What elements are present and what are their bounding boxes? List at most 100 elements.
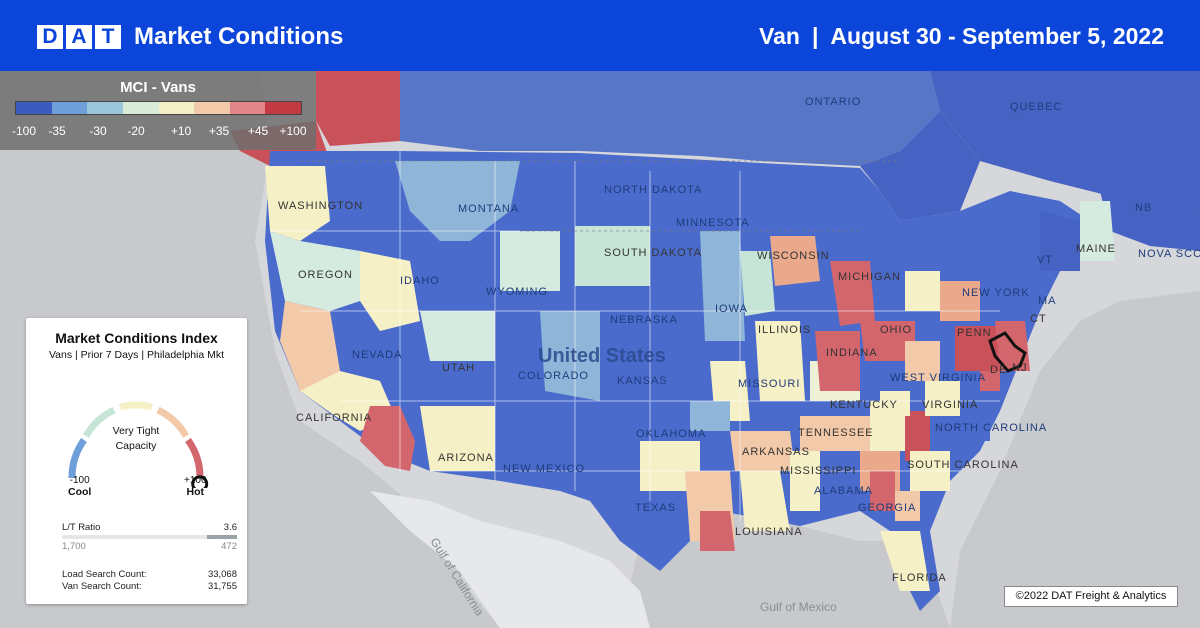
lt-ratio-label: L/T Ratio bbox=[62, 522, 101, 533]
lt-ratio-value: 3.6 bbox=[223, 522, 237, 533]
label-penn: PENN bbox=[957, 327, 992, 339]
label-michigan: MICHIGAN bbox=[838, 271, 901, 283]
label-kansas: KANSAS bbox=[617, 375, 668, 387]
label-nb: NB bbox=[1135, 202, 1152, 214]
legend-tick: -100 bbox=[11, 124, 37, 138]
label-montana: MONTANA bbox=[458, 203, 519, 215]
legend-tick: -35 bbox=[48, 124, 66, 138]
legend-swatch bbox=[158, 102, 195, 114]
van-search-row: Van Search Count: 31,755 bbox=[62, 581, 237, 592]
label-wyoming: WYOMING bbox=[486, 286, 548, 298]
gauge-indicator bbox=[191, 475, 209, 488]
legend-ticks: -100 -35 -30 -20 +10 +35 +45 +100 bbox=[6, 124, 310, 140]
label-utah: UTAH bbox=[442, 362, 475, 374]
load-search-label: Load Search Count: bbox=[62, 569, 147, 580]
label-alabama: ALABAMA bbox=[814, 485, 873, 497]
label-west-virginia: WEST VIRGINIA bbox=[890, 372, 986, 384]
label-georgia: GEORGIA bbox=[858, 502, 916, 514]
van-search-value: 31,755 bbox=[207, 581, 237, 592]
logo-letter-d: D bbox=[37, 25, 63, 49]
panel-subtitle: Vans | Prior 7 Days | Philadelphia Mkt bbox=[48, 349, 225, 361]
label-gulf-of-mexico: Gulf of Mexico bbox=[760, 600, 837, 614]
logo-letter-a: A bbox=[66, 25, 92, 49]
label-oklahoma: OKLAHOMA bbox=[636, 428, 706, 440]
mci-gauge bbox=[68, 401, 209, 488]
label-nova-scotia: NOVA SCO bbox=[1138, 248, 1200, 260]
label-south-dakota: SOUTH DAKOTA bbox=[604, 247, 702, 259]
panel-title: Market Conditions Index bbox=[55, 330, 218, 346]
logo-letter-t: T bbox=[95, 25, 121, 49]
legend-tick: +45 bbox=[247, 124, 269, 138]
lt-ratio-row: L/T Ratio 3.6 bbox=[62, 522, 237, 533]
gauge-min-label: Cool bbox=[68, 486, 92, 498]
label-united-states: United States bbox=[538, 345, 666, 367]
legend-tick: +10 bbox=[170, 124, 192, 138]
label-north-dakota: NORTH DAKOTA bbox=[604, 184, 702, 196]
legend-swatch bbox=[51, 102, 88, 114]
label-tennessee: TENNESSEE bbox=[798, 427, 874, 439]
label-louisiana: LOUISIANA bbox=[735, 526, 803, 538]
label-new-york: NEW YORK bbox=[962, 287, 1030, 299]
label-ontario: ONTARIO bbox=[805, 96, 861, 108]
label-mississippi: MISSISSIPPI bbox=[780, 465, 856, 477]
legend-swatch bbox=[265, 102, 301, 114]
label-arizona: ARIZONA bbox=[438, 452, 494, 464]
label-nebraska: NEBRASKA bbox=[610, 314, 678, 326]
label-maine: MAINE bbox=[1076, 243, 1116, 255]
label-indiana: INDIANA bbox=[826, 347, 878, 359]
equipment-mode: Van bbox=[759, 23, 800, 49]
label-arkansas: ARKANSAS bbox=[742, 446, 810, 458]
gauge-max-label: Hot bbox=[186, 486, 205, 498]
label-ma: MA bbox=[1038, 295, 1057, 307]
legend-tick: +100 bbox=[279, 124, 307, 138]
truck-load-row: 1,700 472 bbox=[62, 541, 237, 552]
legend-color-scale bbox=[15, 101, 302, 115]
mci-panel: Market Conditions Index Vans | Prior 7 D… bbox=[26, 318, 247, 604]
label-ct: CT bbox=[1030, 313, 1047, 325]
label-wisconsin: WISCONSIN bbox=[757, 250, 830, 262]
legend-tick: -30 bbox=[89, 124, 107, 138]
label-oregon: OREGON bbox=[298, 269, 353, 281]
market-map[interactable]: ONTARIO QUEBEC NB NOVA SCO WASHINGTON OR… bbox=[0, 71, 1200, 628]
label-nj: NJ bbox=[1012, 362, 1027, 374]
load-count: 472 bbox=[221, 541, 237, 552]
lt-ratio-bar bbox=[62, 535, 237, 539]
label-new-mexico: NEW MEXICO bbox=[503, 463, 585, 475]
gauge-status: Very Tight Capacity bbox=[98, 424, 174, 454]
label-south-carolina: SOUTH CAROLINA bbox=[907, 459, 1019, 471]
legend-swatch bbox=[122, 102, 159, 114]
label-quebec: QUEBEC bbox=[1010, 101, 1062, 113]
legend-tick: -20 bbox=[127, 124, 145, 138]
copyright-notice: ©2022 DAT Freight & Analytics bbox=[1004, 586, 1178, 607]
gauge-status-line2: Capacity bbox=[115, 440, 157, 452]
label-idaho: IDAHO bbox=[400, 275, 440, 287]
gauge-status-line1: Very Tight bbox=[112, 425, 160, 437]
app-title: Market Conditions bbox=[134, 23, 344, 50]
dat-logo: D A T bbox=[37, 25, 123, 49]
label-kentucky: KENTUCKY bbox=[830, 399, 898, 411]
label-de: DE bbox=[990, 364, 1007, 376]
label-vt: VT bbox=[1037, 254, 1053, 266]
legend-title: MCI - Vans bbox=[120, 79, 196, 96]
legend-swatch bbox=[16, 102, 52, 114]
date-range: August 30 - September 5, 2022 bbox=[830, 23, 1164, 49]
title-separator: | bbox=[811, 23, 819, 49]
gauge-min-value: -100 bbox=[69, 475, 90, 486]
header-bar: D A T Market Conditions Van | August 30 … bbox=[0, 0, 1200, 71]
legend-swatch bbox=[229, 102, 266, 114]
gauge-max: +100 Hot bbox=[184, 475, 207, 498]
label-illinois: ILLINOIS bbox=[758, 324, 811, 336]
label-north-carolina: NORTH CAROLINA bbox=[935, 422, 1047, 434]
load-search-value: 33,068 bbox=[207, 569, 237, 580]
label-missouri: MISSOURI bbox=[738, 378, 800, 390]
label-virginia: VIRGINIA bbox=[922, 399, 978, 411]
load-search-row: Load Search Count: 33,068 bbox=[62, 569, 237, 580]
label-ohio: OHIO bbox=[880, 324, 912, 336]
report-title: Van | August 30 - September 5, 2022 bbox=[759, 23, 1164, 50]
van-search-label: Van Search Count: bbox=[62, 581, 142, 592]
gauge-max-value: +100 bbox=[184, 475, 207, 486]
truck-count: 1,700 bbox=[62, 541, 86, 552]
mci-legend: MCI - Vans -100 -35 -30 -20 +10 +35 +45 … bbox=[0, 71, 316, 150]
label-washington: WASHINGTON bbox=[278, 200, 363, 212]
label-colorado: COLORADO bbox=[518, 370, 589, 382]
